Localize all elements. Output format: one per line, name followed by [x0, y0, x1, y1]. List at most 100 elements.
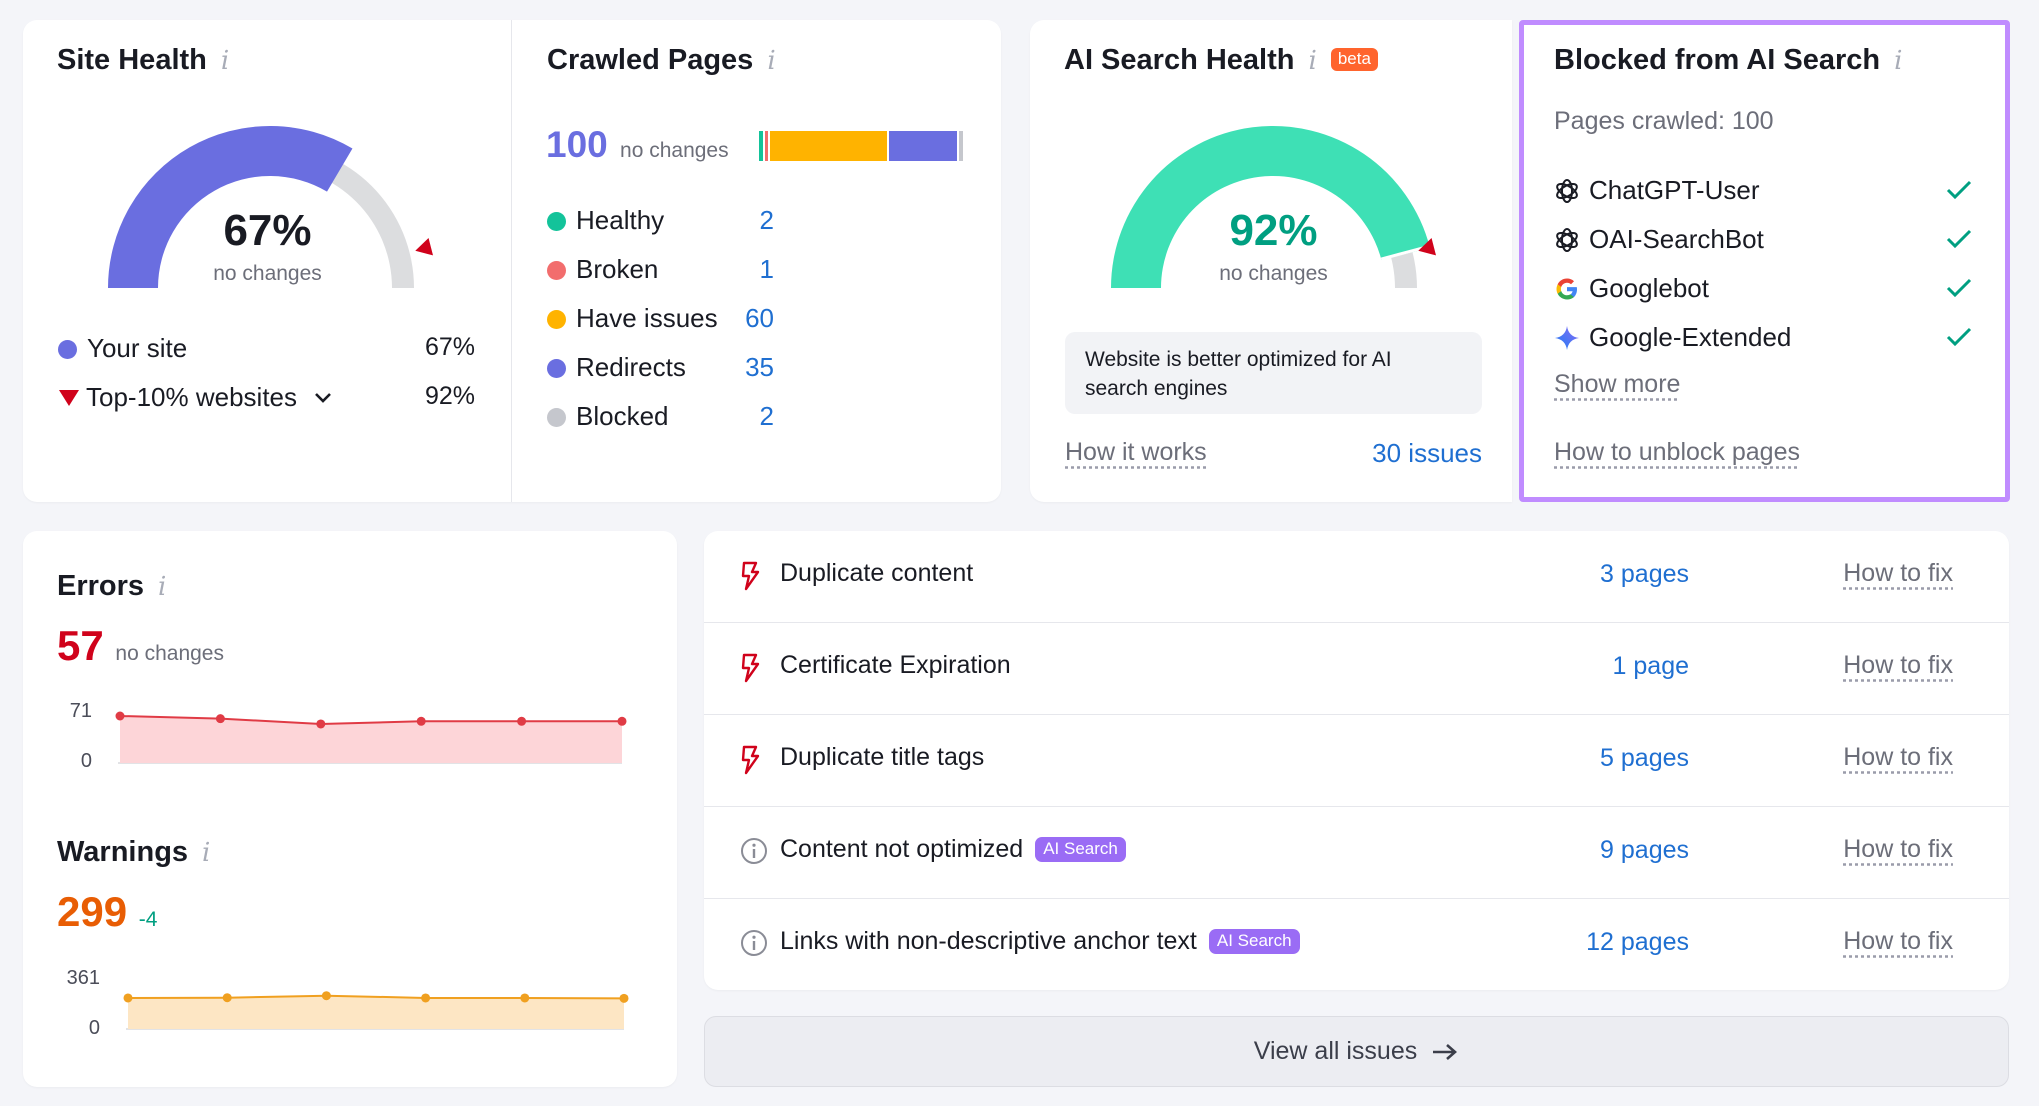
errors-sub: no changes [115, 642, 224, 665]
issue-pages-link[interactable]: 5 pages [1600, 744, 1689, 772]
crawl-bar-segment [959, 131, 964, 161]
chart-point[interactable] [222, 993, 232, 1003]
issue-row[interactable]: Content not optimized AI Search 9 pages How… [704, 807, 2009, 899]
your-site-label: Your site [87, 333, 188, 363]
chart-point[interactable] [316, 719, 326, 729]
blocked-from-ai-card [1519, 20, 2010, 502]
issue-row[interactable]: Duplicate content 3 pages How to fix [704, 531, 2009, 623]
status-dot-icon [547, 261, 566, 280]
warnings-title: Warnings i [57, 836, 210, 869]
info-icon[interactable]: i [767, 46, 776, 76]
blocked-title-text: Blocked from AI Search [1554, 44, 1881, 76]
status-dot-icon [547, 212, 566, 231]
how-to-unblock-link[interactable]: How to unblock pages [1554, 438, 1800, 466]
issue-row[interactable]: Links with non-descriptive anchor text AI… [704, 899, 2009, 991]
info-icon[interactable]: i [220, 46, 230, 76]
issue-pages-link[interactable]: 1 page [1612, 652, 1689, 680]
crawled-row-value[interactable]: 2 [759, 401, 774, 431]
check-icon [1946, 327, 1972, 347]
issues-card [704, 531, 2009, 990]
issue-title: Duplicate title tags [780, 743, 984, 772]
view-all-label: View all issues [1253, 1037, 1418, 1065]
bot-row-googlebot: Googlebot [1553, 273, 1709, 304]
issue-title-text: Links with non-descriptive anchor text [780, 927, 1197, 955]
ai-search-health-card [1030, 20, 1512, 502]
bot-name: Google-Extended [1589, 322, 1792, 352]
crawled-row-value[interactable]: 2 [759, 205, 774, 235]
info-icon[interactable]: i [158, 572, 167, 602]
crawled-row-value[interactable]: 1 [759, 254, 774, 284]
legend-top10-dropdown[interactable]: Top-10% websites [58, 382, 332, 413]
check-icon [1946, 229, 1972, 249]
your-site-dot-icon [58, 340, 77, 359]
crawled-row-broken: Broken [547, 254, 658, 285]
errors-value-row[interactable]: 57 no changes [57, 622, 224, 670]
issue-pages-link[interactable]: 3 pages [1600, 560, 1689, 588]
view-all-issues-button[interactable]: View all issues [704, 1016, 2009, 1087]
warnings-chart[interactable] [118, 967, 643, 1037]
chart-point[interactable] [416, 716, 426, 726]
warnings-title-text: Warnings [57, 836, 189, 868]
info-icon[interactable]: i [202, 838, 211, 868]
crawled-pages-value[interactable]: 100 no changes [546, 124, 729, 166]
crawl-bar-segment [764, 131, 768, 161]
issue-row[interactable]: Duplicate title tags 5 pages How to fix [704, 715, 2009, 807]
issue-pages-link[interactable]: 12 pages [1586, 928, 1689, 956]
warnings-y-max: 361 [66, 967, 100, 989]
issue-title: Certificate Expiration [780, 651, 1011, 680]
bot-name: OAI-SearchBot [1589, 224, 1764, 254]
errors-title-text: Errors [57, 570, 145, 602]
check-icon [1946, 180, 1972, 200]
chart-point[interactable] [517, 716, 527, 726]
chart-point[interactable] [520, 993, 530, 1003]
how-to-fix-link[interactable]: How to fix [1843, 651, 1953, 679]
issue-title-text: Duplicate title tags [780, 743, 985, 771]
beta-badge: beta [1330, 48, 1378, 71]
how-to-fix-link[interactable]: How to fix [1843, 835, 1953, 863]
check-icon [1946, 278, 1972, 298]
ai-search-health-title-text: AI Search Health [1064, 44, 1295, 76]
site-health-gauge [108, 125, 434, 288]
how-to-fix-link[interactable]: How to fix [1843, 927, 1953, 955]
chart-point[interactable] [215, 714, 225, 724]
errors-chart[interactable] [110, 700, 635, 770]
crawled-pages-bar[interactable] [759, 131, 964, 161]
chart-point[interactable] [617, 716, 627, 726]
ai-health-gauge [1111, 126, 1437, 288]
info-circle-icon [741, 930, 767, 956]
warnings-points [123, 991, 629, 1003]
bot-row-chatgpt-user: ChatGPT-User [1553, 175, 1760, 206]
ai-issues-link[interactable]: 30 issues [1372, 438, 1482, 468]
triangle-down-icon [59, 390, 79, 406]
google-icon [1556, 278, 1577, 299]
site-health-card [23, 20, 1001, 502]
how-to-fix-link[interactable]: How to fix [1843, 559, 1953, 587]
issue-row[interactable]: Certificate Expiration 1 page How to fix [704, 623, 2009, 715]
your-site-value: 67% [424, 333, 475, 361]
crawled-row-value[interactable]: 60 [745, 303, 774, 333]
show-more-link[interactable]: Show more [1554, 370, 1681, 398]
crawled-row-value[interactable]: 35 [745, 352, 774, 382]
issue-title: Links with non-descriptive anchor text AI… [780, 927, 1300, 956]
how-it-works-link[interactable]: How it works [1065, 438, 1207, 466]
info-icon[interactable]: i [1308, 46, 1317, 76]
errors-count: 57 [57, 622, 104, 669]
ai-note-line-1: Website is better optimized for AI [1085, 348, 1392, 371]
how-to-fix-link[interactable]: How to fix [1843, 743, 1953, 771]
chart-point[interactable] [123, 993, 133, 1003]
errors-area [120, 716, 622, 763]
chevron-down-icon [315, 393, 332, 403]
crawled-pages-title: Crawled Pages i [547, 44, 776, 77]
crawled-count: 100 [546, 124, 608, 165]
chart-point[interactable] [115, 711, 125, 721]
crawled-row-label: Broken [576, 254, 659, 284]
error-bolt-icon [741, 745, 760, 775]
chart-point[interactable] [421, 993, 431, 1003]
chart-point[interactable] [619, 993, 629, 1003]
warnings-value-row[interactable]: 299 -4 [57, 888, 157, 936]
ai-note-line-2: search engines [1085, 377, 1228, 400]
ai-health-note: Website is better optimized for AI searc… [1065, 332, 1482, 414]
issue-pages-link[interactable]: 9 pages [1600, 836, 1689, 864]
info-icon[interactable]: i [1894, 46, 1903, 76]
chart-point[interactable] [321, 991, 331, 1001]
